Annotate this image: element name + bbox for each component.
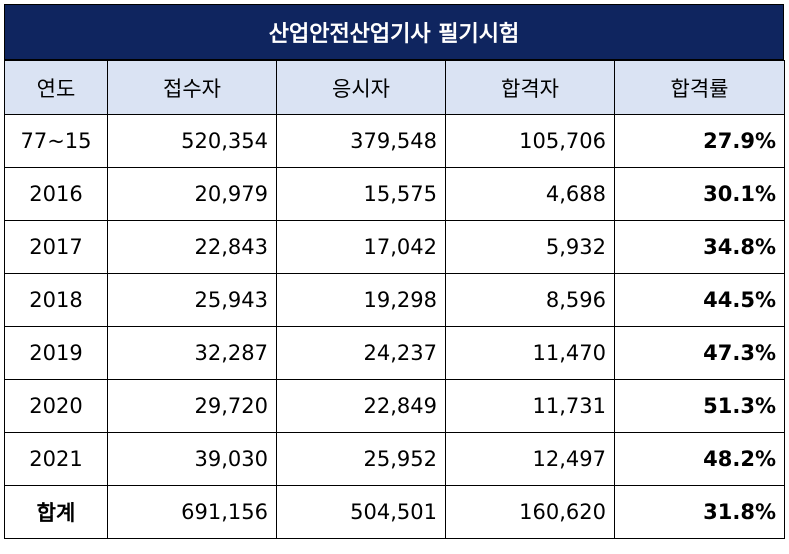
table-row: 2019 32,287 24,237 11,470 47.3% [4, 326, 785, 380]
cell-examinees: 379,548 [276, 114, 446, 168]
cell-passers: 5,932 [445, 220, 615, 274]
cell-year: 77~15 [4, 114, 108, 168]
cell-year: 2017 [4, 220, 108, 274]
table-body: 77~15 520,354 379,548 105,706 27.9% 2016… [4, 114, 785, 539]
cell-year: 2016 [4, 167, 108, 221]
cell-total-applicants: 691,156 [107, 485, 277, 539]
cell-applicants: 22,843 [107, 220, 277, 274]
cell-passers: 11,470 [445, 326, 615, 380]
table-title: 산업안전산업기사 필기시험 [4, 4, 784, 60]
cell-examinees: 25,952 [276, 432, 446, 486]
cell-total-passers: 160,620 [445, 485, 615, 539]
cell-applicants: 20,979 [107, 167, 277, 221]
column-header-applicants: 접수자 [107, 60, 277, 115]
cell-examinees: 19,298 [276, 273, 446, 327]
cell-applicants: 520,354 [107, 114, 277, 168]
cell-pass-rate: 30.1% [614, 167, 785, 221]
header-row: 연도 접수자 응시자 합격자 합격률 [4, 60, 785, 115]
cell-passers: 8,596 [445, 273, 615, 327]
cell-year: 2020 [4, 379, 108, 433]
cell-applicants: 29,720 [107, 379, 277, 433]
cell-passers: 4,688 [445, 167, 615, 221]
cell-year: 2021 [4, 432, 108, 486]
cell-year: 2019 [4, 326, 108, 380]
exam-table-container: 산업안전산업기사 필기시험 연도 접수자 응시자 합격자 합격률 77~15 5… [4, 4, 785, 539]
column-header-passers: 합격자 [445, 60, 615, 115]
cell-passers: 12,497 [445, 432, 615, 486]
cell-examinees: 15,575 [276, 167, 446, 221]
column-header-pass-rate: 합격률 [614, 60, 785, 115]
table-row: 2021 39,030 25,952 12,497 48.2% [4, 432, 785, 486]
total-row: 합계 691,156 504,501 160,620 31.8% [4, 485, 785, 539]
column-header-year: 연도 [4, 60, 108, 115]
table-row: 2020 29,720 22,849 11,731 51.3% [4, 379, 785, 433]
cell-applicants: 25,943 [107, 273, 277, 327]
cell-passers: 105,706 [445, 114, 615, 168]
cell-total-examinees: 504,501 [276, 485, 446, 539]
cell-examinees: 24,237 [276, 326, 446, 380]
cell-pass-rate: 44.5% [614, 273, 785, 327]
exam-stats-table: 연도 접수자 응시자 합격자 합격률 77~15 520,354 379,548… [4, 60, 785, 539]
column-header-examinees: 응시자 [276, 60, 446, 115]
cell-examinees: 22,849 [276, 379, 446, 433]
cell-pass-rate: 34.8% [614, 220, 785, 274]
cell-total-pass-rate: 31.8% [614, 485, 785, 539]
table-row: 2017 22,843 17,042 5,932 34.8% [4, 220, 785, 274]
cell-applicants: 39,030 [107, 432, 277, 486]
cell-pass-rate: 48.2% [614, 432, 785, 486]
cell-pass-rate: 51.3% [614, 379, 785, 433]
table-row: 77~15 520,354 379,548 105,706 27.9% [4, 114, 785, 168]
cell-total-label: 합계 [4, 485, 108, 539]
cell-pass-rate: 47.3% [614, 326, 785, 380]
cell-passers: 11,731 [445, 379, 615, 433]
table-row: 2018 25,943 19,298 8,596 44.5% [4, 273, 785, 327]
cell-year: 2018 [4, 273, 108, 327]
cell-pass-rate: 27.9% [614, 114, 785, 168]
table-row: 2016 20,979 15,575 4,688 30.1% [4, 167, 785, 221]
cell-examinees: 17,042 [276, 220, 446, 274]
cell-applicants: 32,287 [107, 326, 277, 380]
